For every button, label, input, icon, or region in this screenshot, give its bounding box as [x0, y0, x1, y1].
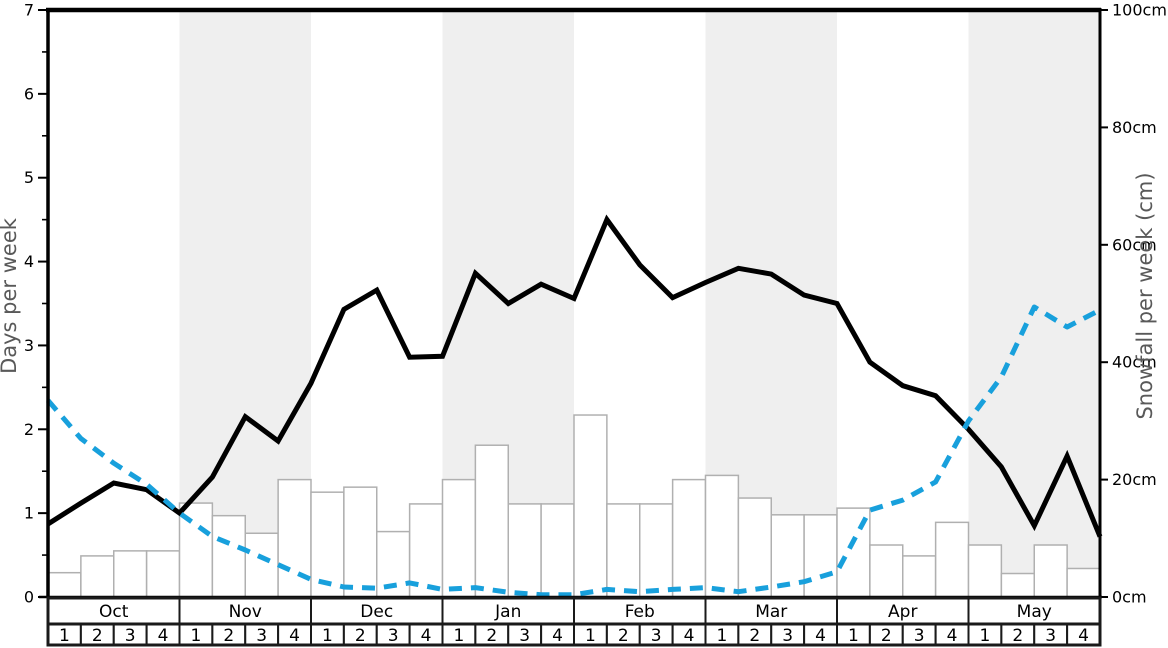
- right-tick-label: 0cm: [1112, 588, 1147, 607]
- left-tick-label: 7: [24, 1, 34, 20]
- right-tick-label: 40cm: [1112, 353, 1157, 372]
- data-lines: [46, 214, 1103, 598]
- month-label-feb: Feb: [625, 602, 655, 622]
- left-tick-label: 3: [24, 336, 34, 355]
- week-label: 4: [158, 626, 169, 646]
- month-label-jan: Jan: [494, 602, 521, 622]
- bar-week-22: [737, 497, 772, 598]
- weekly-bars: [47, 414, 1101, 598]
- week-label: 4: [815, 626, 826, 646]
- week-label: 1: [454, 626, 465, 646]
- week-label: 2: [749, 626, 760, 646]
- month-label-nov: Nov: [229, 602, 262, 622]
- month-label-oct: Oct: [99, 602, 129, 622]
- bar-week-27: [902, 555, 937, 598]
- bar-week-30: [1000, 572, 1035, 598]
- right-tick-label: 60cm: [1112, 235, 1157, 254]
- bar-week-7: [244, 532, 279, 598]
- bar-week-4: [145, 550, 181, 598]
- bar-week-24: [803, 514, 838, 598]
- week-label: 4: [947, 626, 958, 646]
- right-axis-title: Snowfall per week (cm): [1133, 172, 1157, 419]
- week-label: 2: [92, 626, 103, 646]
- month-cell-feb: [573, 597, 707, 625]
- week-label: 2: [223, 626, 234, 646]
- month-band-may: [968, 12, 1100, 597]
- week-label: 2: [486, 626, 497, 646]
- week-label: 3: [388, 626, 399, 646]
- week-label: 1: [717, 626, 728, 646]
- days-per-week-line: [46, 214, 1103, 538]
- bar-week-15: [507, 503, 542, 598]
- week-label: 4: [684, 626, 695, 646]
- bar-week-21: [704, 474, 740, 598]
- month-label-apr: Apr: [888, 602, 917, 622]
- week-label: 1: [980, 626, 991, 646]
- week-label: 4: [1078, 626, 1089, 646]
- axis-ticks-and-labels: 0 1 2 3 4 5 6 7 0cm 20cm 40cm 60cm 80cm 100cm: [24, 1, 1167, 607]
- week-label: 1: [59, 626, 70, 646]
- bar-week-29: [967, 544, 1003, 598]
- right-tick-label: 100cm: [1112, 1, 1167, 20]
- week-label: 4: [289, 626, 300, 646]
- week-label: 3: [256, 626, 267, 646]
- week-label: 3: [519, 626, 530, 646]
- left-tick-label: 4: [24, 252, 34, 271]
- week-label: 2: [1012, 626, 1023, 646]
- week-label: 4: [421, 626, 432, 646]
- bar-week-2: [80, 555, 115, 598]
- bar-week-6: [211, 514, 246, 598]
- bar-week-3: [113, 550, 148, 598]
- left-tick-label: 6: [24, 84, 34, 103]
- week-label: 2: [881, 626, 892, 646]
- bar-week-16: [540, 503, 575, 598]
- month-label-may: May: [1017, 602, 1052, 622]
- bar-week-10: [343, 486, 378, 598]
- left-tick-label: 0: [24, 588, 34, 607]
- week-label: 2: [618, 626, 629, 646]
- bar-week-1: [47, 571, 82, 598]
- week-label: 1: [191, 626, 202, 646]
- week-label: 4: [552, 626, 563, 646]
- bar-week-13: [441, 478, 477, 598]
- week-label: 1: [848, 626, 859, 646]
- week-label: 1: [585, 626, 596, 646]
- right-tick-label: 20cm: [1112, 470, 1157, 489]
- bar-week-20: [671, 478, 707, 598]
- week-label: 2: [355, 626, 366, 646]
- bar-week-18: [606, 503, 641, 598]
- bar-week-14: [474, 444, 509, 598]
- month-label-mar: Mar: [755, 602, 787, 622]
- week-label: 3: [651, 626, 662, 646]
- month-week-table: Oct Nov Dec Jan Feb Mar Apr May 1 2 3 4 1 2 3 4 1 2 3 4 1 2 3 4…: [46, 596, 1102, 647]
- month-cell-dec: [310, 597, 444, 625]
- bar-week-9: [310, 491, 345, 598]
- week-row-outline: [46, 622, 1102, 647]
- left-tick-label: 5: [24, 168, 34, 187]
- left-tick-label: 2: [24, 420, 34, 439]
- right-tick-label: 80cm: [1112, 118, 1157, 137]
- week-label: 3: [914, 626, 925, 646]
- bar-week-31: [1033, 544, 1068, 598]
- week-label: 3: [782, 626, 793, 646]
- left-tick-label: 1: [24, 504, 34, 523]
- bar-week-17: [573, 414, 608, 598]
- snowfall-per-week-line: [46, 304, 1102, 598]
- bar-week-26: [869, 544, 904, 598]
- bar-week-28: [934, 521, 970, 598]
- week-label: 1: [322, 626, 333, 646]
- month-label-dec: Dec: [360, 602, 393, 622]
- week-label: 3: [1045, 626, 1056, 646]
- week-label: 3: [125, 626, 136, 646]
- bar-week-32: [1066, 567, 1101, 598]
- left-axis-title: Days per week: [0, 217, 21, 374]
- bar-week-19: [639, 503, 674, 598]
